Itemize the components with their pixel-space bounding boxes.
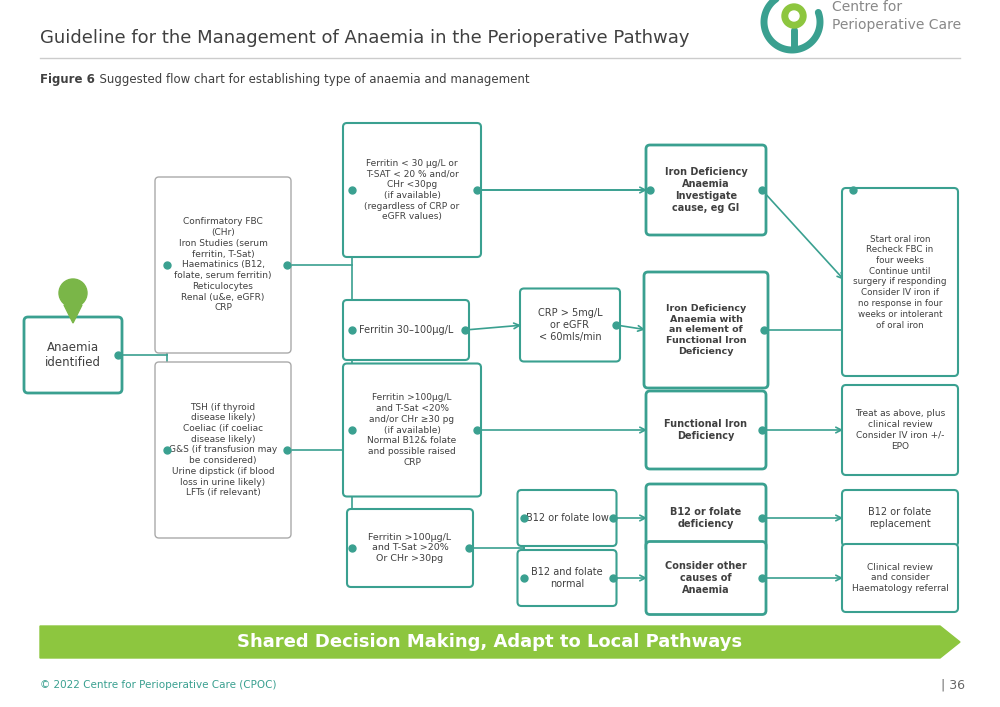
Polygon shape [64,305,82,323]
Text: Iron Deficiency
Anaemia
Investigate
cause, eg GI: Iron Deficiency Anaemia Investigate caus… [665,167,747,213]
Text: B12 and folate
normal: B12 and folate normal [531,567,603,589]
Text: Ferritin >100µg/L
and T-Sat >20%
Or CHr >30pg: Ferritin >100µg/L and T-Sat >20% Or CHr … [368,533,452,563]
Text: Ferritin 30–100µg/L: Ferritin 30–100µg/L [359,325,453,335]
FancyBboxPatch shape [343,300,469,360]
FancyBboxPatch shape [842,188,958,376]
Text: Clinical review
and consider
Haematology referral: Clinical review and consider Haematology… [852,563,948,593]
FancyBboxPatch shape [155,362,291,538]
Text: B12 or folate
replacement: B12 or folate replacement [868,507,932,529]
Text: Centre for
Perioperative Care: Centre for Perioperative Care [832,0,961,32]
FancyBboxPatch shape [842,385,958,475]
Text: Suggested flow chart for establishing type of anaemia and management: Suggested flow chart for establishing ty… [92,74,530,86]
Text: Anaemia
identified: Anaemia identified [45,341,101,369]
Circle shape [59,279,87,307]
FancyBboxPatch shape [343,363,481,496]
FancyBboxPatch shape [646,484,766,552]
Text: Treat as above, plus
clinical review
Consider IV iron +/-
EPO: Treat as above, plus clinical review Con… [855,409,945,450]
FancyBboxPatch shape [842,490,958,546]
Text: Iron Deficiency
Anaemia with
an element of
Functional Iron
Deficiency: Iron Deficiency Anaemia with an element … [666,304,746,356]
Text: Consider other
causes of
Anaemia: Consider other causes of Anaemia [665,561,747,595]
Text: © 2022 Centre for Perioperative Care (CPOC): © 2022 Centre for Perioperative Care (CP… [40,680,276,690]
FancyBboxPatch shape [842,544,958,612]
Polygon shape [40,626,960,658]
Text: CRP > 5mg/L
or eGFR
< 60mls/min: CRP > 5mg/L or eGFR < 60mls/min [538,308,602,342]
Text: Start oral iron
Recheck FBC in
four weeks
Continue until
surgery if responding
C: Start oral iron Recheck FBC in four week… [853,235,947,329]
FancyBboxPatch shape [646,391,766,469]
FancyBboxPatch shape [343,123,481,257]
FancyBboxPatch shape [644,272,768,388]
FancyBboxPatch shape [646,145,766,235]
Text: Functional Iron
Deficiency: Functional Iron Deficiency [664,419,748,441]
FancyBboxPatch shape [518,490,616,546]
Text: Ferritin < 30 µg/L or
T-SAT < 20 % and/or
CHr <30pg
(if available)
(regardless o: Ferritin < 30 µg/L or T-SAT < 20 % and/o… [364,158,460,221]
FancyBboxPatch shape [24,317,122,393]
FancyBboxPatch shape [646,542,766,614]
FancyBboxPatch shape [520,288,620,361]
FancyBboxPatch shape [155,177,291,353]
Text: Guideline for the Management of Anaemia in the Perioperative Pathway: Guideline for the Management of Anaemia … [40,29,690,47]
FancyBboxPatch shape [518,550,616,606]
Text: B12 or folate low: B12 or folate low [526,513,608,523]
Text: TSH (if thyroid
disease likely)
Coeliac (if coeliac
disease likely)
G&S (if tran: TSH (if thyroid disease likely) Coeliac … [169,402,277,498]
Circle shape [782,4,806,28]
Text: Shared Decision Making, Adapt to Local Pathways: Shared Decision Making, Adapt to Local P… [237,633,743,651]
Text: B12 or folate
deficiency: B12 or folate deficiency [670,507,742,529]
Text: Ferritin >100µg/L
and T-Sat <20%
and/or CHr ≥30 pg
(if available)
Normal B12& fo: Ferritin >100µg/L and T-Sat <20% and/or … [367,393,457,467]
Circle shape [789,11,799,21]
Text: Figure 6: Figure 6 [40,74,95,86]
Text: Confirmatory FBC
(CHr)
Iron Studies (serum
ferritin, T-Sat)
Haematinics (B12,
fo: Confirmatory FBC (CHr) Iron Studies (ser… [174,218,272,312]
FancyBboxPatch shape [347,509,473,587]
Text: | 36: | 36 [941,679,965,691]
